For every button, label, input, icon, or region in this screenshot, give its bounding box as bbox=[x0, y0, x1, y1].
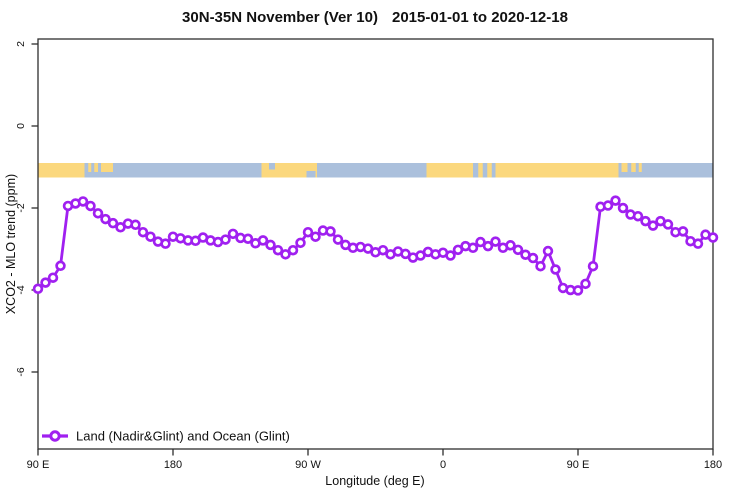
legend: Land (Nadir&Glint) and Ocean (Glint) bbox=[42, 429, 290, 444]
data-point bbox=[505, 240, 516, 251]
island-speck bbox=[101, 163, 113, 172]
data-point bbox=[572, 285, 584, 296]
data-point bbox=[302, 226, 314, 238]
data-point bbox=[47, 272, 59, 283]
land-segment bbox=[261, 163, 317, 178]
land-segment bbox=[487, 163, 492, 178]
data-point bbox=[242, 233, 254, 245]
data-point bbox=[310, 231, 321, 242]
data-point bbox=[55, 260, 66, 272]
x-axis-label: Longitude (deg E) bbox=[325, 474, 425, 488]
island-speck bbox=[88, 163, 92, 172]
data-point bbox=[77, 196, 89, 207]
data-point bbox=[40, 277, 51, 288]
data-point bbox=[280, 249, 291, 260]
data-series-line bbox=[37, 199, 714, 292]
island-speck bbox=[94, 163, 98, 172]
x-tick-label: 90 E bbox=[27, 459, 50, 471]
data-point bbox=[160, 238, 171, 249]
y-tick-label: 2 bbox=[15, 41, 27, 47]
data-point bbox=[550, 264, 561, 275]
data-point bbox=[662, 219, 674, 230]
data-point bbox=[707, 232, 719, 243]
data-point bbox=[145, 231, 156, 242]
legend-marker-icon bbox=[49, 430, 61, 442]
x-tick-label: 180 bbox=[164, 459, 182, 471]
data-point bbox=[490, 236, 501, 247]
data-point bbox=[227, 228, 239, 240]
data-point bbox=[130, 219, 141, 231]
data-point bbox=[265, 239, 276, 251]
data-point bbox=[587, 260, 599, 272]
data-point bbox=[602, 200, 614, 211]
data-point bbox=[272, 244, 284, 256]
ocean-notch bbox=[306, 170, 316, 178]
data-series-markers bbox=[32, 195, 719, 296]
data-point bbox=[535, 260, 546, 272]
data-point bbox=[482, 240, 494, 252]
x-tick-label: 180 bbox=[704, 459, 722, 471]
land-ocean-band bbox=[38, 163, 713, 178]
data-point bbox=[632, 210, 644, 222]
data-point bbox=[257, 235, 269, 246]
land-segment bbox=[38, 163, 85, 178]
data-point bbox=[137, 226, 149, 238]
y-tick-label: -6 bbox=[15, 367, 27, 376]
chart-title: 30N-35N November (Ver 10) 2015-01-01 to … bbox=[0, 9, 750, 26]
land-segment bbox=[478, 163, 483, 178]
data-point bbox=[220, 234, 231, 245]
data-point bbox=[610, 195, 621, 206]
plot-box bbox=[37, 38, 714, 450]
data-point bbox=[107, 217, 119, 229]
ocean-notch bbox=[269, 163, 275, 170]
data-point bbox=[85, 200, 96, 212]
data-point bbox=[647, 220, 659, 231]
land-segment bbox=[426, 163, 473, 178]
y-tick-label: 0 bbox=[15, 123, 27, 129]
island-speck bbox=[631, 163, 636, 172]
data-point bbox=[295, 237, 306, 249]
data-point bbox=[377, 244, 389, 256]
legend-label: Land (Nadir&Glint) and Ocean (Glint) bbox=[76, 429, 290, 444]
data-point bbox=[617, 202, 629, 214]
chart-title-dates: 2015-01-01 to 2020-12-18 bbox=[391, 9, 568, 26]
y-tick-label: -4 bbox=[15, 285, 27, 294]
data-point bbox=[467, 242, 479, 254]
data-point bbox=[542, 245, 554, 257]
y-tick-label: -2 bbox=[15, 203, 27, 212]
x-tick-label: 90 E bbox=[567, 459, 590, 471]
data-point bbox=[692, 238, 704, 249]
data-point bbox=[332, 234, 344, 245]
data-point bbox=[445, 250, 456, 261]
chart-title-region: 30N-35N November (Ver 10) bbox=[182, 9, 378, 26]
data-point bbox=[475, 236, 486, 248]
data-point bbox=[527, 252, 539, 264]
data-point bbox=[580, 278, 591, 290]
data-point bbox=[32, 283, 44, 295]
data-point bbox=[325, 226, 336, 237]
data-point bbox=[640, 215, 651, 227]
land-segment bbox=[495, 163, 619, 178]
data-point bbox=[512, 244, 524, 256]
island-speck bbox=[638, 163, 642, 172]
x-tick-label: 90 W bbox=[295, 459, 321, 471]
island-speck bbox=[621, 163, 628, 172]
data-point bbox=[677, 226, 689, 237]
data-point bbox=[100, 213, 111, 225]
x-tick-label: 0 bbox=[440, 459, 446, 471]
data-point bbox=[287, 244, 299, 256]
data-point bbox=[92, 208, 104, 219]
